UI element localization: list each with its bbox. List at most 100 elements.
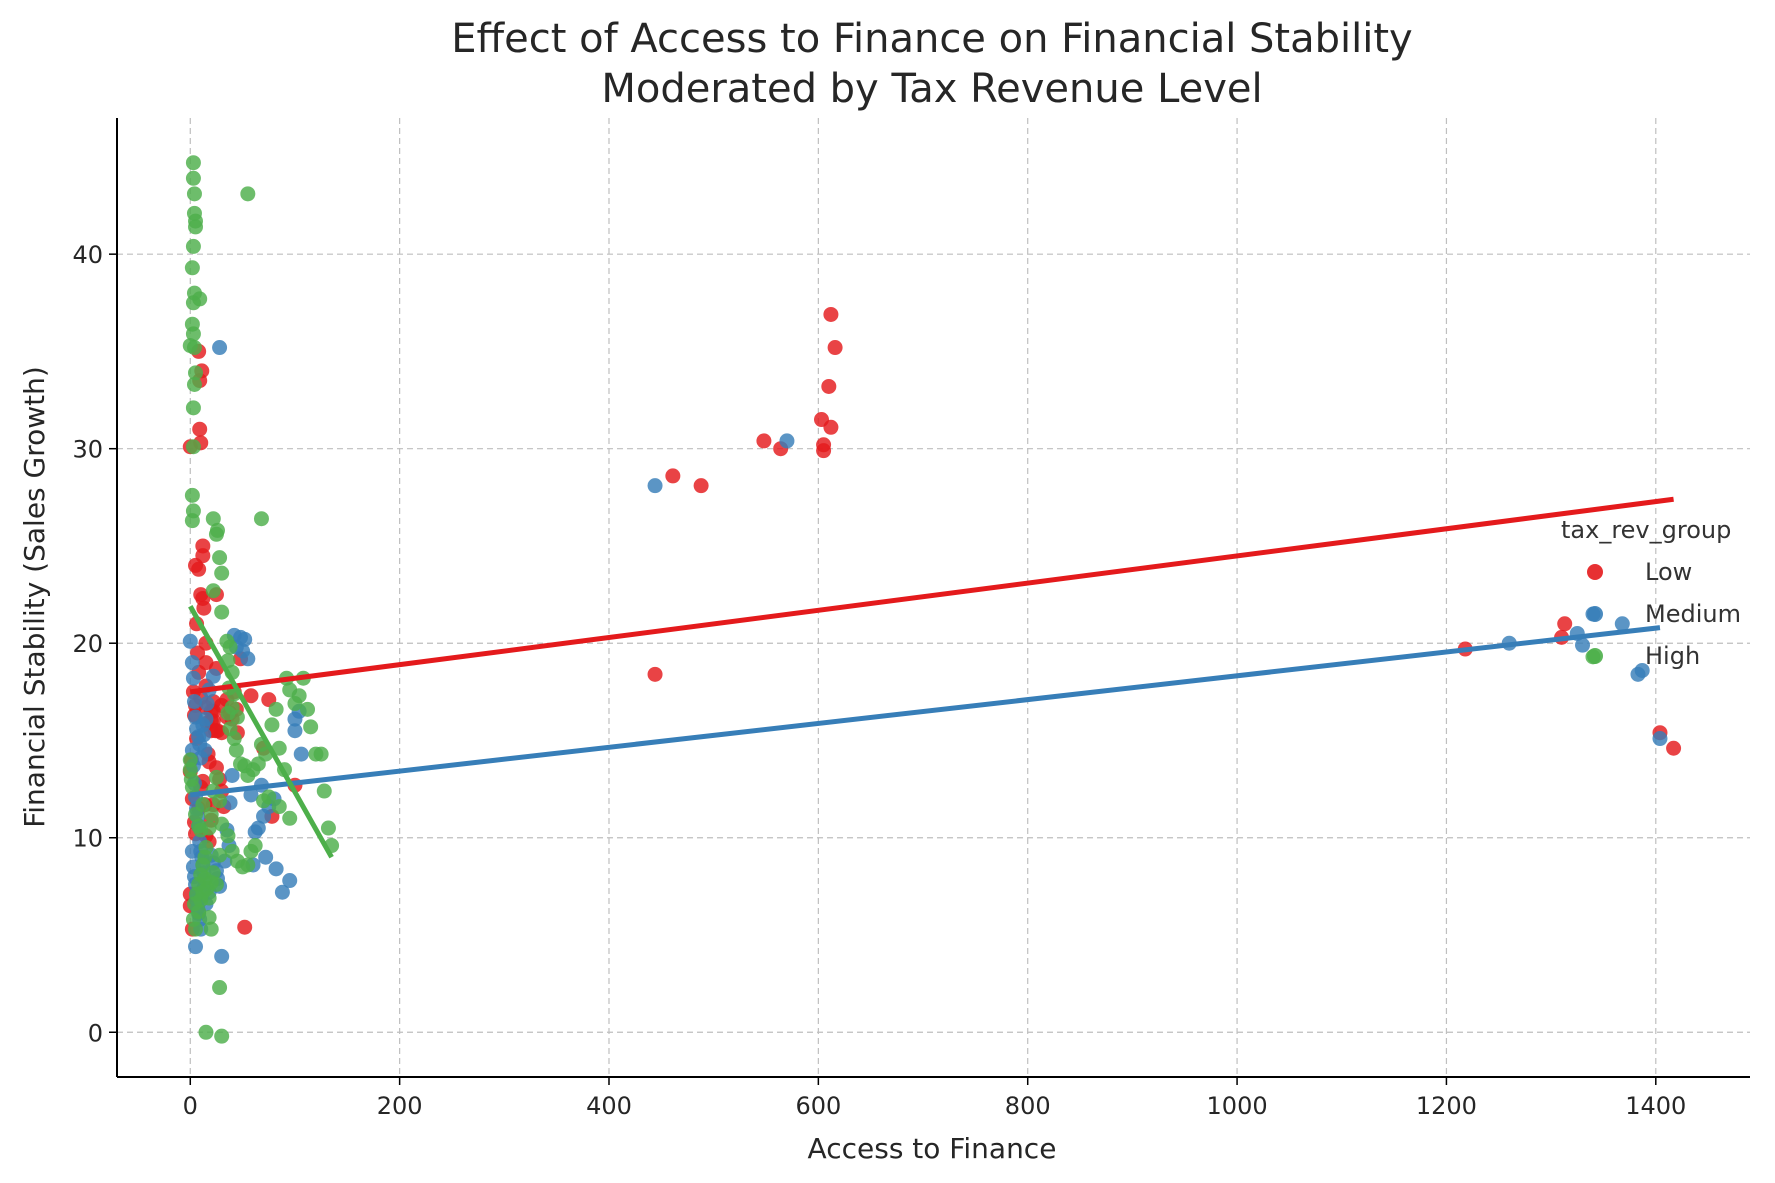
legend-marker-medium (1587, 606, 1603, 622)
data-point (186, 340, 202, 356)
data-point (291, 688, 307, 704)
data-point (1652, 731, 1668, 747)
data-point (186, 186, 202, 202)
data-point (182, 633, 198, 649)
data-point (196, 600, 212, 616)
data-point (779, 433, 795, 449)
data-point (214, 948, 230, 964)
data-point (184, 513, 200, 529)
x-axis-label: Access to Finance (808, 1132, 1057, 1165)
data-point (816, 443, 832, 459)
x-tick-label: 0 (183, 1092, 198, 1120)
data-point (1575, 637, 1591, 653)
data-point (240, 186, 256, 202)
data-point (193, 822, 209, 838)
data-point (282, 873, 298, 889)
x-tick-label: 1400 (1625, 1092, 1686, 1120)
data-point (185, 238, 201, 254)
data-point (220, 828, 236, 844)
data-point (1634, 662, 1650, 678)
legend-marker-high (1587, 648, 1603, 664)
data-point (287, 723, 303, 739)
data-point (186, 376, 202, 392)
data-point (185, 439, 201, 455)
data-point (264, 717, 280, 733)
x-tick-label: 1000 (1207, 1092, 1268, 1120)
data-point (203, 806, 219, 822)
x-tick-label: 800 (1005, 1092, 1051, 1120)
regression-line-medium (189, 625, 1661, 798)
data-point (184, 843, 200, 859)
data-point (823, 306, 839, 322)
data-point (208, 876, 224, 892)
y-tick-label: 30 (72, 436, 103, 464)
data-point (201, 909, 217, 925)
data-point (185, 326, 201, 342)
data-point (243, 843, 259, 859)
data-point (320, 820, 336, 836)
data-point (823, 419, 839, 435)
data-point (1666, 740, 1682, 756)
data-point (313, 746, 329, 762)
data-point (188, 219, 204, 235)
data-point (224, 767, 240, 783)
data-point (184, 260, 200, 276)
data-point (201, 890, 217, 906)
regression-lines (188, 496, 1674, 859)
legend-label-medium: Medium (1645, 600, 1741, 628)
series-high-points (182, 155, 1601, 1044)
data-point (237, 919, 253, 935)
legend: tax_rev_group Low Medium High (1561, 516, 1741, 670)
y-tick-label: 10 (72, 825, 103, 853)
data-point (756, 433, 772, 449)
data-point (195, 797, 211, 813)
data-point (192, 291, 208, 307)
data-point (1614, 616, 1630, 632)
data-point (208, 769, 224, 785)
data-point (303, 719, 319, 735)
y-tick-label: 40 (72, 241, 103, 269)
data-point (185, 155, 201, 171)
data-point (185, 400, 201, 416)
y-axis-ticks: 0 10 20 30 40 (72, 241, 117, 1047)
chart-title-line-2: Moderated by Tax Revenue Level (601, 66, 1262, 112)
x-tick-label: 200 (377, 1092, 423, 1120)
x-axis-ticks: 0 200 400 600 800 1000 1200 1400 (183, 1077, 1686, 1120)
data-point (253, 511, 269, 527)
regression-line-high (188, 605, 334, 859)
data-point (209, 522, 225, 538)
data-point (243, 688, 259, 704)
chart-title-line-1: Effect of Access to Finance on Financial… (451, 16, 1412, 62)
data-point (184, 487, 200, 503)
y-axis-label: Financial Stability (Sales Growth) (18, 366, 51, 828)
data-point (271, 799, 287, 815)
data-point (205, 668, 221, 684)
data-point (316, 783, 332, 799)
x-tick-label: 1200 (1416, 1092, 1477, 1120)
data-point (212, 550, 228, 566)
data-point (191, 561, 207, 577)
data-point (205, 511, 221, 527)
data-point (282, 810, 298, 826)
data-point (195, 538, 211, 554)
data-point (214, 1028, 230, 1044)
x-tick-label: 600 (795, 1092, 841, 1120)
data-point (199, 696, 215, 712)
legend-marker-low (1587, 564, 1603, 580)
data-point (228, 742, 244, 758)
data-point (293, 746, 309, 762)
data-point (271, 740, 287, 756)
data-point (188, 921, 204, 937)
legend-label-high: High (1645, 642, 1700, 670)
data-point (1557, 616, 1573, 632)
data-point (268, 701, 284, 717)
data-point (243, 787, 259, 803)
data-point (258, 849, 274, 865)
data-point (222, 639, 238, 655)
legend-label-low: Low (1645, 558, 1692, 586)
data-point (198, 1024, 214, 1040)
data-point (256, 793, 272, 809)
data-point (188, 365, 204, 381)
